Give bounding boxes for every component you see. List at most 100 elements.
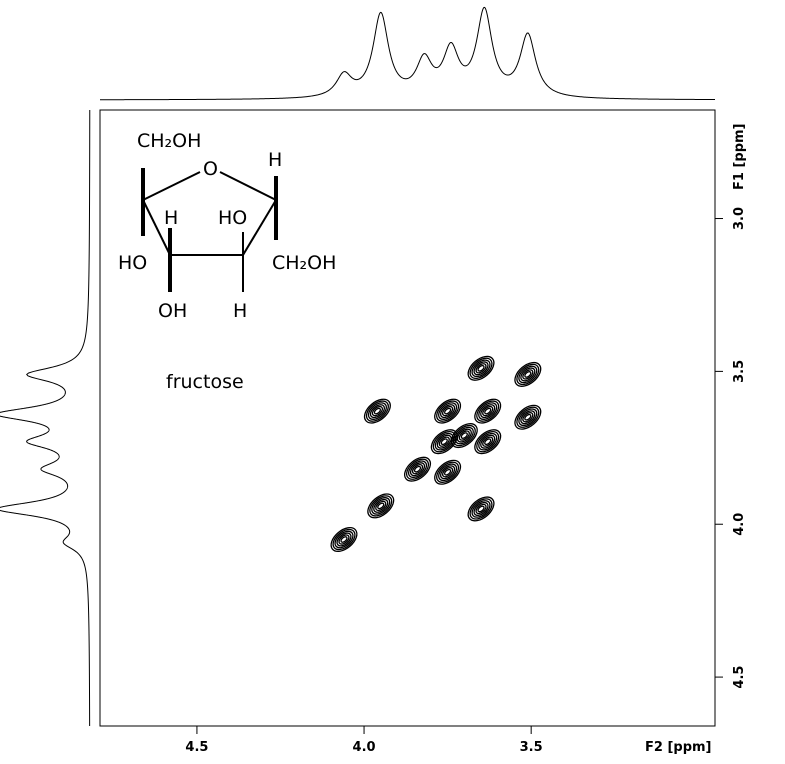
annotation: fructose	[166, 371, 244, 393]
cross-peak	[514, 361, 542, 387]
cross-peak	[474, 398, 502, 424]
y-tick-label: 3.5	[732, 360, 747, 383]
contour-line	[475, 363, 487, 374]
contour-line	[365, 400, 389, 422]
atom-label: HO	[118, 252, 147, 274]
contour-line	[478, 402, 498, 420]
contour-line	[458, 430, 470, 441]
contour-line	[438, 463, 458, 482]
contour-line	[375, 500, 387, 512]
contour-line	[471, 359, 491, 378]
contour-line	[520, 410, 536, 425]
cross-peak	[450, 423, 478, 449]
x-tick-label: 4.0	[353, 740, 376, 755]
bond	[142, 171, 201, 201]
contour-line	[371, 405, 384, 417]
contour-line	[434, 459, 462, 485]
plot-frame	[99, 109, 716, 727]
cross-peak	[434, 459, 462, 485]
contour-line	[454, 426, 474, 445]
contour-line	[440, 404, 456, 419]
contour-line	[442, 405, 454, 417]
contour-line	[434, 398, 462, 424]
contour-line	[524, 371, 532, 378]
contour-line	[367, 402, 387, 420]
atom-label: O	[203, 158, 218, 180]
projection-trace	[26, 427, 60, 456]
contour-line	[467, 496, 495, 522]
structure-labels: CH₂OH O H H HO HO CH₂OH OH H fructose	[118, 130, 336, 393]
contour-line	[469, 357, 493, 379]
atom-label: H	[233, 300, 247, 322]
contour-line	[332, 528, 356, 551]
projection-trace	[467, 6, 507, 76]
contour-line	[473, 501, 489, 516]
contour-line	[369, 404, 385, 419]
x-axis-label: F2 [ppm]	[645, 740, 712, 755]
contour-line	[438, 402, 458, 420]
contour-line	[338, 534, 350, 545]
projection-trace	[62, 525, 91, 727]
contour-line	[469, 498, 493, 520]
projection-trace	[0, 394, 66, 429]
projection-trace	[505, 32, 716, 101]
contour-line	[336, 532, 352, 547]
contour-line	[522, 369, 534, 380]
contour-line	[480, 404, 496, 419]
contour-line	[467, 355, 495, 381]
x-tick-label: 4.5	[185, 740, 208, 755]
contour-line	[484, 407, 492, 415]
atom-label: H	[164, 207, 178, 229]
contour-line	[514, 404, 542, 430]
contour-line	[442, 467, 454, 478]
contour-line	[460, 432, 468, 439]
atom-label: H	[268, 149, 282, 171]
atom-label: HO	[218, 207, 247, 229]
projection-trace	[99, 71, 363, 101]
contour-line	[367, 493, 395, 519]
contour-line	[518, 408, 538, 427]
contour-line	[330, 527, 358, 553]
contour-line	[516, 363, 540, 386]
y-axis-label: F1 [ppm]	[732, 124, 747, 191]
contour-line	[524, 413, 532, 421]
contour-line	[373, 498, 389, 513]
contour-line	[516, 406, 540, 428]
contour-line	[514, 361, 542, 387]
bond	[142, 199, 171, 256]
contour-line	[480, 434, 496, 449]
contour-line	[334, 530, 354, 549]
bond	[219, 171, 277, 201]
contour-line	[476, 431, 500, 453]
projection-trace	[402, 53, 438, 80]
contour-line	[440, 438, 448, 446]
contour-line	[369, 495, 393, 517]
contour-line	[484, 438, 492, 446]
cross-peak	[367, 493, 395, 519]
contour-line	[482, 436, 494, 447]
contour-line	[340, 536, 348, 543]
y-tick-label: 3.0	[732, 207, 747, 230]
contour-line	[443, 468, 452, 476]
projection-trace	[361, 11, 403, 79]
contour-line	[522, 412, 534, 423]
contour-line	[434, 432, 454, 451]
contour-line	[443, 407, 452, 415]
contour-line	[520, 367, 536, 382]
contour-line	[450, 423, 478, 449]
contour-line	[482, 405, 494, 417]
projection-trace	[26, 109, 91, 395]
contour-line	[475, 503, 487, 515]
contour-line	[477, 364, 485, 372]
contour-line	[411, 464, 424, 475]
contour-line	[477, 505, 485, 513]
cross-peak	[474, 429, 502, 455]
contour-line	[409, 462, 426, 477]
projection-trace	[437, 41, 468, 68]
contour-line	[476, 400, 500, 422]
contour-line	[404, 456, 432, 482]
y-tick-label: 4.5	[732, 666, 747, 689]
contour-line	[478, 432, 498, 451]
cross-peak	[467, 355, 495, 381]
